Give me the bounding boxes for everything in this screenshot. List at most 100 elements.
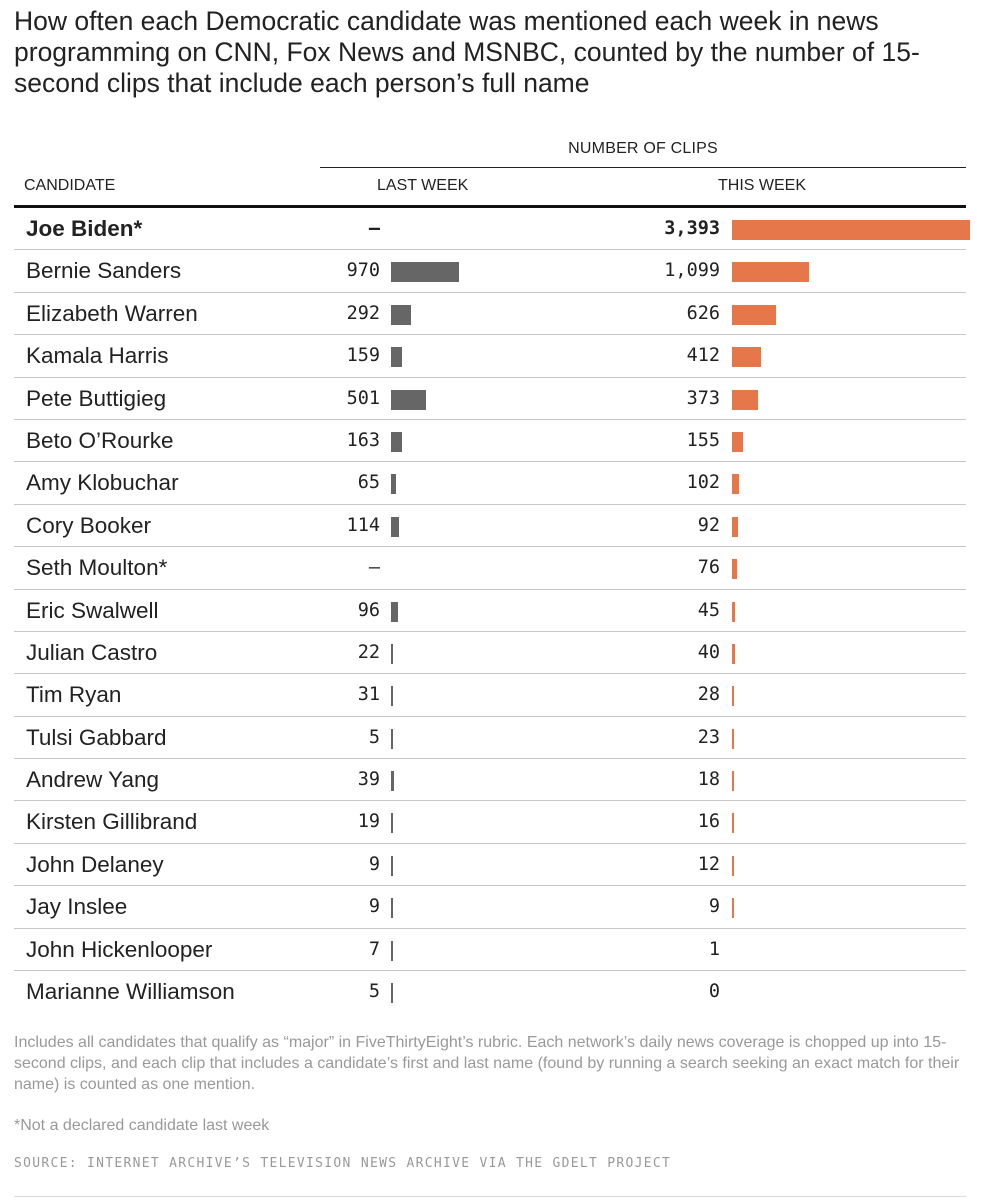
last-week-bar: [391, 813, 393, 834]
table-row: Joe Biden* – 3,393: [14, 208, 970, 251]
last-week-value: 114: [346, 514, 380, 536]
last-week-value: 65: [357, 472, 380, 494]
last-week-value: 22: [357, 641, 380, 663]
last-week-bar: [391, 898, 393, 919]
table-row: Bernie Sanders 970 1,099: [14, 250, 966, 293]
this-week-value: 3,393: [664, 218, 720, 239]
candidate-name: Kamala Harris: [26, 343, 169, 369]
this-week-value: 23: [697, 726, 720, 748]
this-week-value: 28: [697, 684, 720, 706]
column-header-candidate: CANDIDATE: [24, 177, 116, 194]
last-week-value: 163: [346, 429, 380, 451]
this-week-value: 102: [686, 472, 720, 494]
this-week-bar: [732, 813, 734, 834]
last-week-value: 501: [346, 387, 380, 409]
last-week-bar: [391, 262, 459, 283]
last-week-value: 31: [357, 684, 380, 706]
this-week-value: 626: [686, 302, 720, 324]
this-week-bar: [732, 855, 734, 876]
bottom-rule: [14, 1196, 966, 1197]
group-header-rule: [320, 167, 966, 168]
table-row: Elizabeth Warren 292 626: [14, 293, 966, 336]
this-week-value: 0: [708, 981, 720, 1003]
this-week-value: 1: [708, 938, 720, 960]
this-week-value: 373: [686, 387, 720, 409]
table-row: Tim Ryan 31 28: [14, 674, 966, 717]
this-week-value: 12: [697, 853, 720, 875]
group-header: NUMBER OF CLIPS: [568, 140, 718, 157]
this-week-value: 9: [708, 896, 720, 918]
table-row: Eric Swalwell 96 45: [14, 590, 966, 632]
this-week-bar: [732, 601, 736, 622]
last-week-value: 9: [368, 896, 380, 918]
this-week-value: 92: [697, 514, 720, 536]
candidate-name: Tulsi Gabbard: [26, 724, 167, 750]
table-row: Beto O’Rourke 163 155: [14, 420, 966, 463]
this-week-bar: [732, 643, 735, 664]
last-week-value: 159: [346, 345, 380, 367]
candidate-name: Jay Inslee: [26, 894, 128, 920]
candidate-name: Marianne Williamson: [26, 979, 235, 1005]
candidate-name: John Delaney: [26, 851, 164, 877]
this-week-value: 155: [686, 429, 720, 451]
candidate-name: Eric Swalwell: [26, 597, 159, 623]
this-week-bar: [732, 347, 761, 368]
this-week-bar: [732, 771, 734, 792]
last-week-value: 39: [357, 769, 380, 791]
last-week-value: 9: [368, 853, 380, 875]
last-week-bar: [391, 983, 393, 1004]
last-week-value: 970: [346, 260, 380, 282]
last-week-value: 5: [368, 726, 380, 748]
last-week-value: 5: [368, 981, 380, 1003]
this-week-value: 18: [697, 769, 720, 791]
last-week-bar: [391, 686, 394, 707]
header-rule: [14, 205, 966, 208]
this-week-bar: [732, 686, 734, 707]
last-week-bar: [391, 771, 394, 792]
this-week-bar: [732, 898, 734, 919]
this-week-bar: [732, 728, 734, 749]
last-week-bar: [391, 940, 393, 961]
candidate-name: Joe Biden*: [26, 216, 143, 241]
candidate-name: Seth Moulton*: [26, 555, 168, 581]
table-row: Amy Klobuchar 65 102: [14, 462, 966, 505]
table-body: Joe Biden* –3,393 Bernie Sanders 970 1,099 El…: [14, 208, 970, 1013]
this-week-value: 16: [697, 811, 720, 833]
candidate-name: Kirsten Gillibrand: [26, 809, 198, 835]
candidate-name: Andrew Yang: [26, 767, 160, 793]
table-row: Pete Buttigieg 501 373: [14, 378, 966, 420]
this-week-value: 76: [697, 557, 720, 579]
candidate-name: John Hickenlooper: [26, 936, 213, 962]
this-week-bar: [732, 220, 970, 240]
last-week-bar: [391, 431, 403, 452]
this-week-value: 412: [686, 345, 720, 367]
this-week-bar: [732, 516, 739, 537]
last-week-value: 96: [357, 599, 380, 621]
candidate-name: Pete Buttigieg: [26, 385, 167, 411]
column-header-last-week: LAST WEEK: [377, 177, 469, 194]
table-row: Kirsten Gillibrand 19 16: [14, 801, 966, 844]
last-week-bar: [391, 474, 396, 495]
this-week-bar: [732, 559, 738, 580]
table-row: Tulsi Gabbard 5 23: [14, 717, 966, 760]
candidate-name: Amy Klobuchar: [26, 470, 179, 496]
last-week-value: 19: [357, 811, 380, 833]
this-week-bar: [732, 389, 759, 410]
candidate-name: Beto O’Rourke: [26, 427, 174, 453]
last-week-value: 292: [346, 302, 380, 324]
this-week-bar: [732, 304, 776, 325]
last-week-value: –: [368, 557, 380, 579]
this-week-bar: [732, 431, 743, 452]
candidate-name: Elizabeth Warren: [26, 300, 198, 326]
candidate-name: Cory Booker: [26, 512, 152, 538]
this-week-value: 40: [697, 641, 720, 663]
chart-title: How often each Democratic candidate was …: [14, 6, 920, 98]
last-week-bar: [391, 643, 393, 664]
asterisk-note: *Not a declared candidate last week: [14, 1117, 270, 1134]
table-row: Cory Booker 114 92: [14, 505, 966, 548]
table-row: Julian Castro 22 40: [14, 632, 966, 675]
candidate-name: Julian Castro: [26, 639, 158, 665]
footnote: Includes all candidates that qualify as …: [14, 1034, 960, 1093]
table-row: John Delaney 9 12: [14, 844, 966, 887]
candidate-name: Bernie Sanders: [26, 258, 182, 284]
